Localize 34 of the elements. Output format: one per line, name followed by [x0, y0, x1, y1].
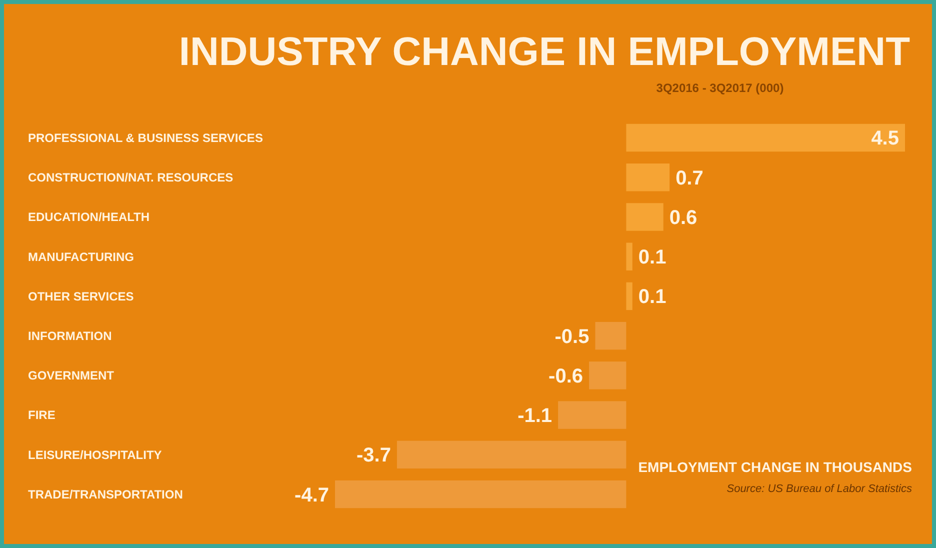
- data-label: -3.7: [356, 444, 391, 467]
- bar: [626, 282, 632, 310]
- annotation: Source: US Bureau of Labor Statistics: [726, 483, 912, 495]
- y-tick-label: TRADE/TRANSPORTATION: [28, 487, 183, 502]
- bar: [335, 480, 626, 508]
- bar: [595, 322, 626, 350]
- y-tick-label: INFORMATION: [28, 329, 112, 344]
- bar: [396, 440, 626, 469]
- bar: [626, 203, 664, 231]
- bar: [626, 163, 670, 192]
- data-label: -4.7: [294, 484, 329, 506]
- bar: [589, 362, 626, 390]
- data-label: 0.1: [638, 286, 666, 308]
- data-label: -0.5: [554, 326, 590, 348]
- y-tick-label: OTHER SERVICES: [28, 289, 134, 304]
- bar: [626, 124, 905, 152]
- data-label: 4.5: [871, 128, 899, 150]
- y-tick-label: CONSTRUCTION/NAT. RESOURCES: [28, 170, 234, 185]
- y-tick-label: FIRE: [28, 408, 56, 422]
- x-axis-title: EMPLOYMENT CHANGE IN THOUSANDS: [638, 459, 912, 475]
- chart-subtitle: 3Q2016 - 3Q2017 (000): [656, 81, 784, 95]
- data-label: 0.7: [676, 167, 704, 190]
- y-tick-label: LEISURE/HOSPITALITY: [28, 448, 162, 462]
- y-tick-label: EDUCATION/HEALTH: [28, 210, 150, 224]
- y-tick-label: MANUFACTURING: [28, 250, 134, 264]
- data-label: -0.6: [548, 365, 584, 388]
- y-tick-label: GOVERNMENT: [28, 368, 115, 383]
- bar: [626, 242, 632, 270]
- y-tick-label: PROFESSIONAL & BUSINESS SERVICES: [28, 130, 263, 145]
- data-label: 0.6: [669, 206, 698, 229]
- data-label: 0.1: [638, 246, 666, 269]
- bar: [558, 401, 626, 429]
- chart-title: INDUSTRY CHANGE IN EMPLOYMENT: [178, 30, 910, 74]
- data-label: -1.1: [518, 405, 552, 428]
